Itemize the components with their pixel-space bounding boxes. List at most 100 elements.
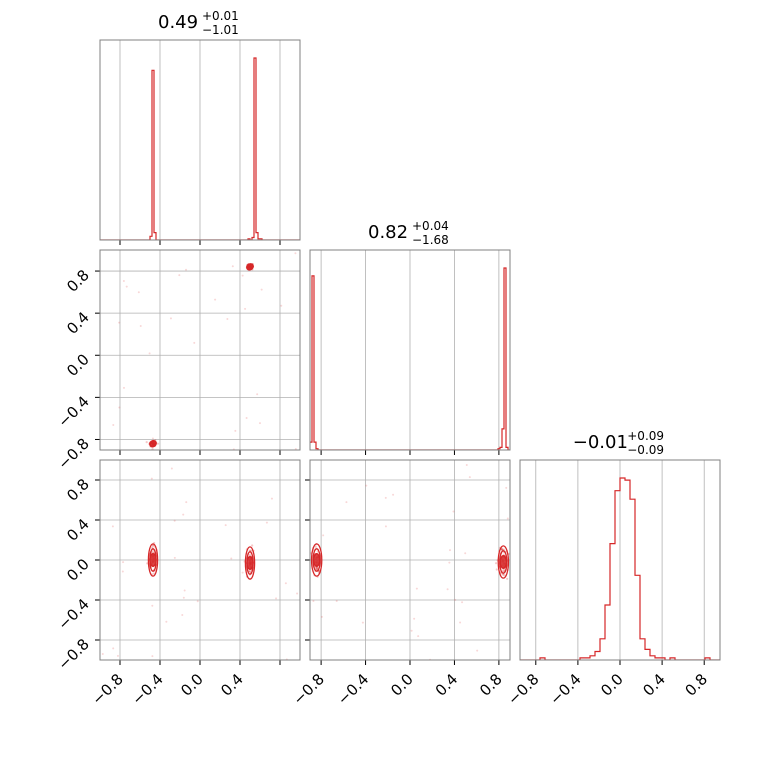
contour-ring bbox=[246, 556, 254, 570]
scatter-point bbox=[112, 647, 115, 650]
scatter-point bbox=[316, 566, 319, 569]
contour-ring bbox=[246, 263, 254, 271]
scatter-point bbox=[169, 317, 172, 320]
panel-hist-p0: 0.49 +0.01−1.01 bbox=[99, 9, 301, 245]
histogram-step bbox=[520, 477, 720, 660]
panel-title: −0.01 bbox=[573, 432, 628, 453]
x-tick-label: −0.4 bbox=[334, 670, 372, 708]
scatter-point bbox=[284, 582, 287, 585]
scatter-point bbox=[183, 589, 186, 592]
panel-p0-vs-p1: 0.8 0.4 0.0 −0.4 −0.8 bbox=[54, 249, 301, 473]
scatter-point bbox=[446, 588, 449, 591]
scatter-point bbox=[182, 596, 185, 599]
scatter-point bbox=[501, 548, 504, 551]
scatter-point bbox=[156, 442, 160, 445]
scatter-point bbox=[322, 534, 325, 537]
scatter-point bbox=[244, 307, 247, 310]
scatter-point bbox=[241, 274, 244, 277]
contour-ring bbox=[313, 553, 321, 567]
contour-ring bbox=[149, 440, 157, 448]
scatter-point bbox=[111, 525, 114, 528]
x-tick-label: −0.8 bbox=[289, 670, 327, 708]
scatter-point bbox=[224, 524, 227, 527]
scatter-point bbox=[125, 285, 128, 288]
scatter-point bbox=[365, 484, 368, 487]
scatter-point bbox=[165, 620, 168, 623]
scatter-points bbox=[101, 467, 299, 660]
panel-p1-vs-p2: −0.8 −0.4 0.0 0.4 0.8 bbox=[289, 459, 511, 709]
scatter-point bbox=[413, 617, 416, 620]
scatter-point bbox=[265, 521, 268, 524]
x-tick-label: −0.4 bbox=[128, 670, 166, 708]
title-sub: −1.01 bbox=[202, 23, 239, 37]
scatter-point bbox=[296, 592, 299, 595]
scatter-point bbox=[182, 513, 185, 516]
x-tick-label: 0.8 bbox=[681, 670, 711, 700]
scatter-point bbox=[152, 572, 155, 575]
scatter-point bbox=[256, 393, 259, 396]
scatter-point bbox=[148, 352, 151, 355]
scatter-point bbox=[384, 496, 387, 499]
scatter-point bbox=[185, 501, 188, 504]
x-tick-label: 0.0 bbox=[597, 670, 627, 700]
panel-frame bbox=[519, 459, 721, 661]
scatter-point bbox=[150, 477, 153, 480]
scatter-point bbox=[214, 298, 217, 301]
y-tick-label: 0.4 bbox=[63, 308, 93, 338]
scatter-point bbox=[417, 635, 420, 638]
scatter-point bbox=[320, 615, 323, 618]
scatter-point bbox=[151, 437, 154, 440]
scatter-point bbox=[316, 567, 319, 570]
panel-frame bbox=[309, 459, 511, 661]
y-tick-label: −0.4 bbox=[54, 392, 92, 430]
scatter-point bbox=[112, 424, 115, 427]
scatter-point bbox=[270, 497, 273, 500]
scatter-point bbox=[181, 613, 184, 616]
scatter-point bbox=[249, 549, 252, 552]
scatter-point bbox=[226, 318, 229, 321]
scatter-point bbox=[122, 561, 125, 564]
y-tick-label: −0.4 bbox=[54, 595, 92, 633]
scatter-points bbox=[310, 463, 510, 660]
title-sup: +0.09 bbox=[627, 429, 664, 443]
contour-ring bbox=[310, 543, 323, 577]
x-tick-label: 0.4 bbox=[432, 670, 462, 700]
scatter-point bbox=[170, 467, 173, 470]
panel-frame bbox=[309, 249, 511, 451]
scatter-point bbox=[116, 654, 119, 657]
scatter-point bbox=[234, 429, 237, 432]
scatter-point bbox=[314, 545, 317, 548]
x-tick-label: 0.0 bbox=[177, 670, 207, 700]
panel-p0-vs-p2: 0.80.40.0−0.4−0.8−0.8 −0.4 0.0 0.4 bbox=[54, 459, 301, 709]
scatter-point bbox=[345, 501, 348, 504]
scatter-point bbox=[193, 341, 196, 344]
y-tick-label: −0.8 bbox=[54, 435, 92, 473]
panel-hist-p2: −0.01 +0.09−0.09 −0.8 −0.4 0.0 0.4 0.8 bbox=[504, 429, 721, 709]
scatter-point bbox=[464, 552, 467, 555]
panel-frame bbox=[99, 459, 301, 661]
scatter-point bbox=[173, 519, 176, 522]
scatter-point bbox=[503, 568, 506, 571]
scatter-point bbox=[122, 386, 125, 389]
scatter-point bbox=[121, 570, 124, 573]
scatter-point bbox=[502, 569, 505, 572]
scatter-point bbox=[294, 252, 297, 255]
scatter-point bbox=[465, 463, 468, 466]
scatter-point bbox=[280, 304, 283, 307]
scatter-point bbox=[315, 567, 318, 570]
scatter-point bbox=[260, 288, 263, 291]
x-tick-label: −0.4 bbox=[546, 670, 584, 708]
scatter-point bbox=[118, 321, 121, 324]
scatter-points bbox=[112, 252, 297, 450]
scatter-point bbox=[245, 416, 248, 419]
scatter-point bbox=[494, 562, 498, 565]
x-tick-label: 0.8 bbox=[476, 670, 506, 700]
scatter-point bbox=[335, 599, 338, 602]
scatter-point bbox=[139, 324, 142, 327]
scatter-point bbox=[258, 422, 261, 425]
contour-ring bbox=[497, 545, 510, 579]
y-tick-label: 0.8 bbox=[63, 266, 93, 296]
scatter-point bbox=[461, 601, 464, 604]
scatter-point bbox=[410, 629, 413, 632]
